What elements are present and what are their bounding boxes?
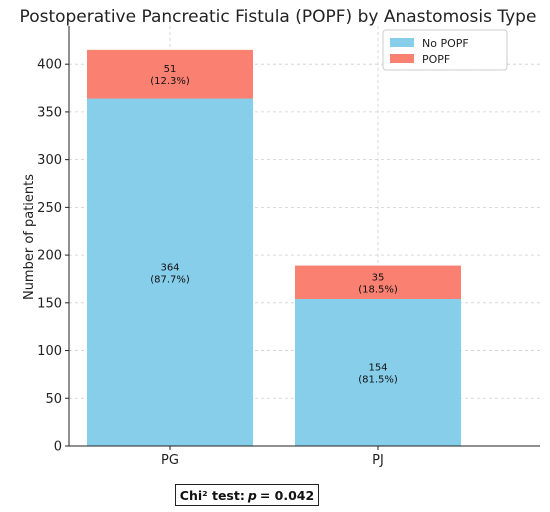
bar-percent-label: (18.5%) [358,284,398,295]
bar-value-label: 154 [368,363,387,374]
bar-pg-no-popf [87,98,253,446]
bar-value-label: 364 [160,262,179,273]
y-tick-label: 0 [54,440,62,455]
y-tick-label: 50 [45,392,62,407]
y-tick-label: 200 [37,249,62,264]
bar-value-label: 35 [372,272,385,283]
bar-percent-label: (12.3%) [150,76,190,87]
y-tick-label: 150 [37,296,62,311]
x-tick-label: PG [161,453,179,468]
y-tick-label: 100 [37,344,62,359]
bar-percent-label: (87.7%) [150,274,190,285]
y-axis-label: Number of patients [22,174,37,300]
legend-label: POPF [422,53,450,66]
legend-swatch [390,38,414,47]
annotation-value: = 0.042 [259,487,315,503]
annotation-p-symbol: p [247,487,257,503]
legend-label: No POPF [422,37,469,50]
legend: No POPF POPF [382,29,508,71]
bar-pg-popf [87,49,253,99]
bar-pj-popf [295,265,461,299]
y-tick-label: 250 [37,201,62,216]
axes: 0 50 100 150 200 250 300 350 400 PG PJ [37,26,540,468]
annotation-prefix: Chi² test: [179,487,245,503]
bar-percent-label: (81.5%) [358,375,398,386]
y-tick-label: 350 [37,105,62,120]
chart-title: Postoperative Pancreatic Fistula (POPF) … [20,7,537,27]
bars-group: 364(87.7%) 51(12.3%) 154(81.5%) 35(18.5%) [87,49,461,446]
bar-value-label: 51 [164,64,177,75]
y-tick-label: 300 [37,153,62,168]
chi-square-annotation: Chi² test: p = 0.042 [175,484,319,506]
x-tick-label: PJ [372,453,384,468]
y-tick-label: 400 [37,58,62,73]
legend-swatch [390,54,414,63]
bar-pj-no-popf [295,299,461,446]
